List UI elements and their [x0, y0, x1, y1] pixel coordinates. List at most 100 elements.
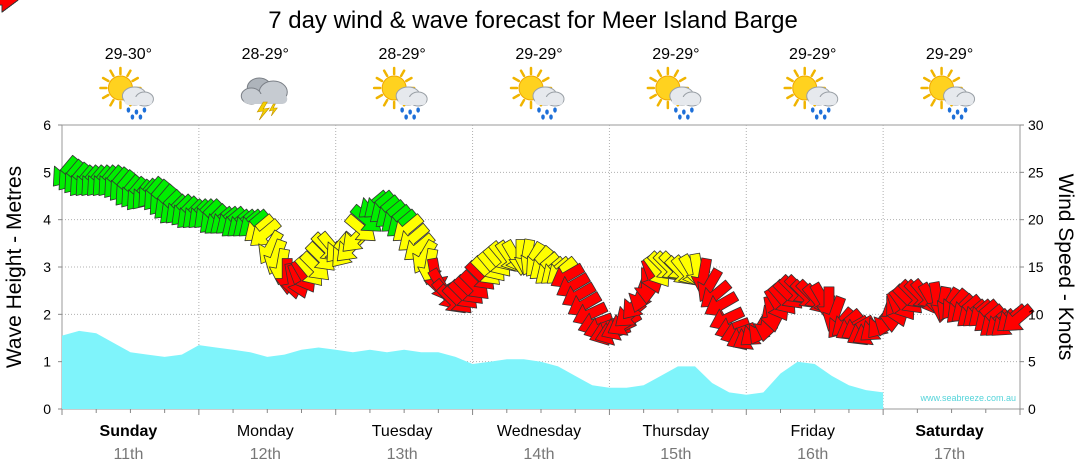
- right-tick-label: 25: [1028, 164, 1044, 180]
- rain-drop: [963, 107, 968, 113]
- day-date-label: 14th: [523, 446, 554, 463]
- sun-cloud-rain-icon: [783, 66, 839, 120]
- cloud-base: [535, 97, 563, 105]
- watermark: www.seabreeze.com.au: [919, 393, 1016, 403]
- sun-ray: [952, 76, 961, 83]
- sun-ray: [109, 69, 115, 78]
- rain-drop: [138, 114, 143, 120]
- sun-ray: [399, 69, 406, 78]
- wind-arrow: [704, 291, 740, 317]
- x-axis-labels: Sunday 11th Monday 12th Tuesday 13th Wednesday…: [100, 423, 984, 463]
- sun-ray: [793, 98, 799, 107]
- day-date-label: 15th: [660, 446, 691, 463]
- sun-ray: [541, 76, 550, 83]
- rain-drop: [142, 107, 147, 113]
- rain-drop: [955, 109, 960, 115]
- sun-ray: [536, 69, 543, 78]
- right-tick-label: 10: [1028, 306, 1044, 322]
- sun-ray: [673, 69, 680, 78]
- weather-row: 29-30° 28-29° 28-29° 29-29° 29-29° 29-29° 29-2…: [99, 46, 976, 121]
- rain-drop: [682, 109, 686, 115]
- rain-drop: [674, 107, 678, 113]
- rain-drop: [553, 107, 557, 113]
- rain-drop: [537, 107, 541, 113]
- day-name-label: Thursday: [643, 423, 710, 440]
- wave-height-area: [62, 330, 884, 409]
- rain-drop: [134, 109, 139, 115]
- sun-ray: [126, 69, 132, 78]
- sun-ray: [512, 76, 521, 83]
- sun-cloud-rain-icon: [646, 66, 702, 120]
- sun-ray: [375, 76, 384, 83]
- day-name-label: Tuesday: [372, 423, 433, 440]
- rain-drop: [404, 114, 408, 120]
- sun-ray: [815, 76, 824, 83]
- sun-ray: [656, 69, 663, 78]
- day-date-label: 13th: [387, 446, 418, 463]
- left-axis-ticks: 0 1 2 3 4 5 6: [43, 117, 51, 417]
- sun-ray: [923, 93, 931, 100]
- sun-ray: [382, 69, 389, 78]
- wind-arrow: [250, 218, 282, 246]
- day-name-label: Saturday: [915, 423, 984, 440]
- rain-drop: [690, 107, 694, 113]
- sun-ray: [519, 69, 526, 78]
- day-date-label: 12th: [250, 446, 281, 463]
- right-axis-label: Wind Speed - Knots: [1054, 174, 1077, 361]
- day-date-label: 11th: [113, 446, 143, 463]
- sun-cloud-rain-icon: [509, 66, 565, 120]
- rain-drop: [545, 109, 549, 115]
- sun-cloud-rain-icon: [372, 66, 428, 120]
- left-tick-label: 6: [43, 117, 51, 133]
- left-axis-label: Wave Height - Metres: [3, 166, 26, 368]
- sun-ray: [786, 93, 794, 100]
- day-temp-label: 29-29°: [926, 46, 973, 63]
- day-date-label: 16th: [797, 446, 828, 463]
- cloud-base: [671, 97, 700, 105]
- rain-drop: [678, 114, 682, 120]
- lightning-bolt: [256, 101, 271, 121]
- left-tick-label: 5: [43, 164, 51, 180]
- right-axis-ticks: 0 5 10 15 20 25 30: [1028, 117, 1044, 417]
- rain-drop: [400, 107, 404, 113]
- right-tick-label: 5: [1028, 354, 1036, 370]
- left-tick-label: 1: [43, 354, 51, 370]
- rain-drop: [947, 107, 952, 113]
- sun-ray: [101, 93, 110, 100]
- cloud-base: [124, 97, 153, 105]
- sun-ray: [519, 98, 526, 107]
- rain-drop: [541, 114, 545, 120]
- left-tick-label: 4: [43, 212, 51, 228]
- sun-ray: [512, 93, 521, 100]
- sun-ray: [109, 98, 115, 107]
- wind-arrow: [1002, 303, 1035, 332]
- rain-drop: [416, 107, 420, 113]
- left-tick-label: 3: [43, 259, 51, 275]
- sun-ray: [930, 69, 936, 78]
- rain-drop: [549, 114, 553, 120]
- sun-ray: [947, 69, 953, 78]
- day-temp-label: 29-29°: [515, 46, 562, 63]
- cloud-base: [808, 97, 837, 105]
- rain-drop: [126, 107, 131, 113]
- sun-ray: [923, 76, 931, 83]
- right-tick-label: 15: [1028, 259, 1044, 275]
- day-name-label: Sunday: [100, 423, 158, 440]
- chart-title: 7 day wind & wave forecast for Meer Isla…: [268, 7, 798, 34]
- day-name-label: Wednesday: [497, 423, 581, 440]
- day-temp-label: 29-30°: [105, 46, 152, 63]
- cloud-base: [398, 97, 427, 105]
- day-temp-label: 29-29°: [789, 46, 836, 63]
- rain-drop: [951, 114, 956, 120]
- sun-ray: [649, 93, 657, 100]
- rain-drop: [130, 114, 135, 120]
- rain-drop: [959, 114, 964, 120]
- sun-ray: [375, 93, 384, 100]
- cloud-base: [243, 94, 288, 104]
- rain-drop: [810, 107, 815, 113]
- sun-ray: [930, 98, 936, 107]
- sun-ray: [656, 98, 663, 107]
- right-tick-label: 20: [1028, 212, 1044, 228]
- sun-cloud-rain-icon: [920, 66, 976, 120]
